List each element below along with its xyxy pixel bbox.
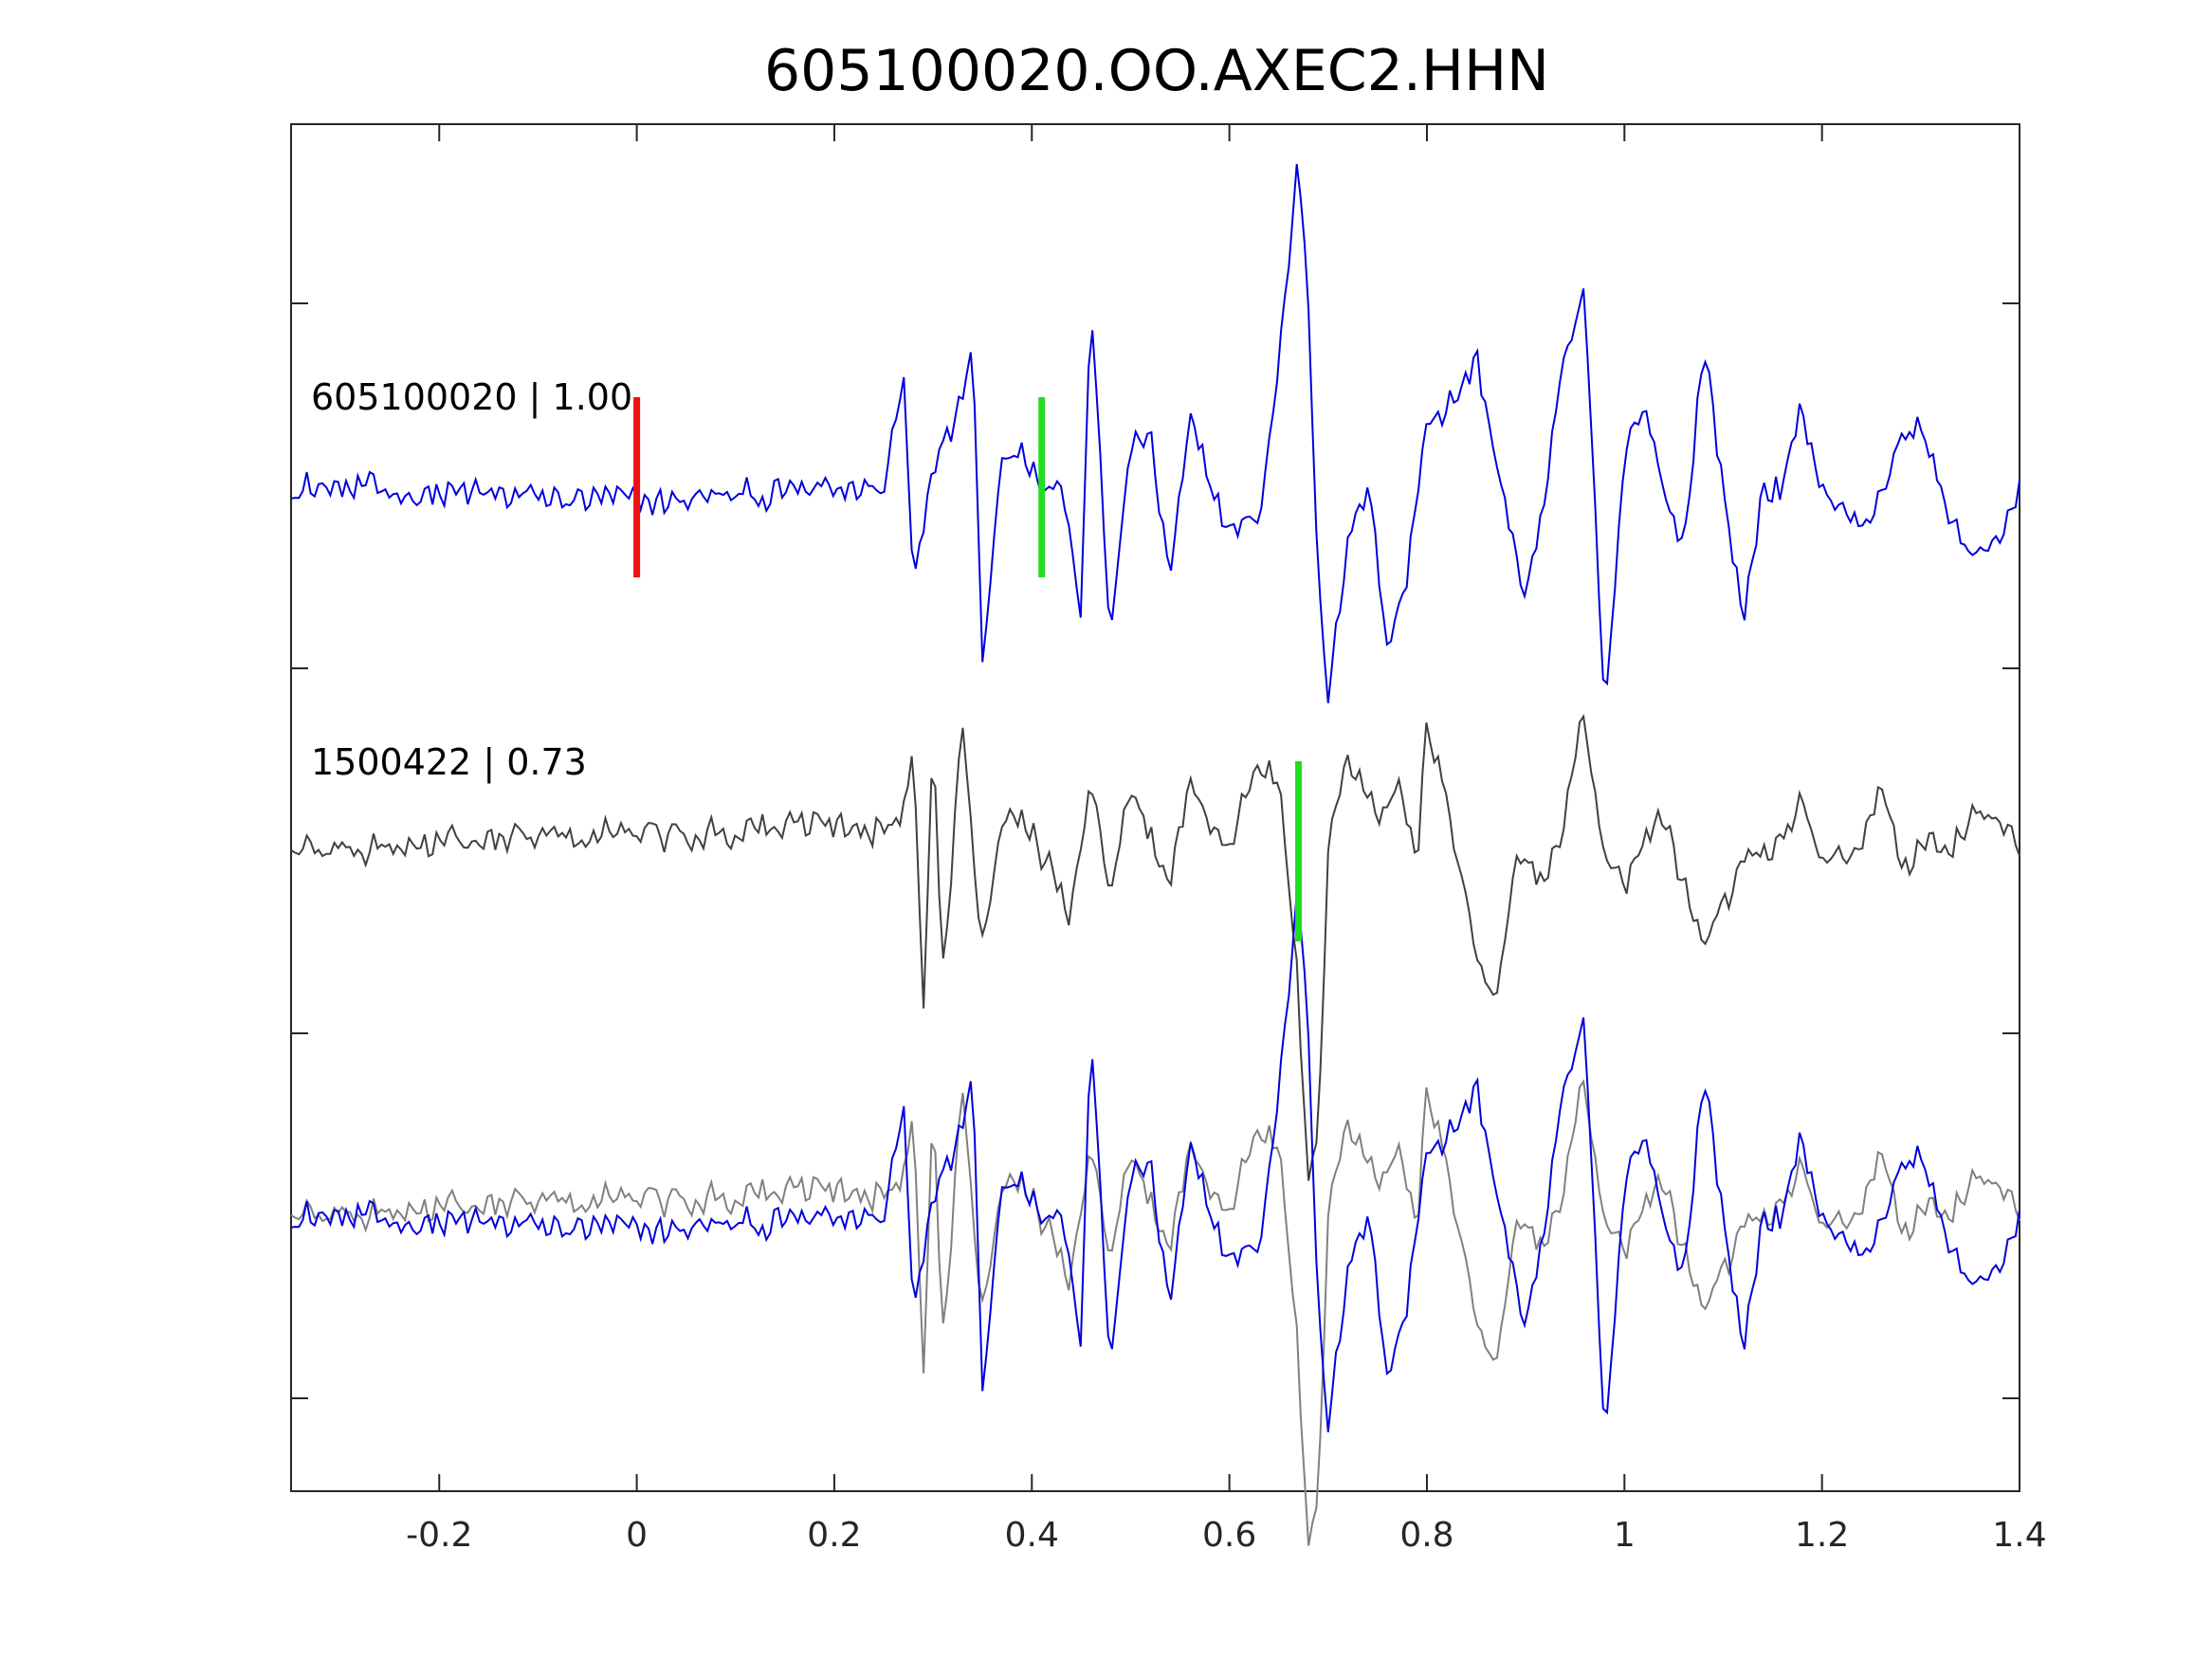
trace-label-upper: 605100020 | 1.00: [311, 376, 632, 419]
x-tick-label: 1.4: [1992, 1516, 2046, 1555]
x-tick-labels: -0.2 0 0.2 0.4 0.6 0.8 1 1.2 1.4: [406, 1516, 2047, 1555]
axis-ticks: [291, 124, 2020, 1491]
plot-frame: [290, 123, 2020, 1492]
x-tick-label: 1.2: [1795, 1516, 1849, 1555]
phase-picks: [633, 397, 1303, 941]
x-tick-label: 0.4: [1005, 1516, 1059, 1555]
trace-upper-line: [290, 163, 2020, 703]
x-tick-label: 0: [626, 1516, 648, 1555]
x-tick-label: 1: [1614, 1516, 1636, 1555]
overlay-gray-line: [290, 1078, 2020, 1546]
trace-label-lower: 1500422 | 0.73: [311, 741, 587, 784]
x-tick-label: -0.2: [406, 1516, 472, 1555]
overlay-blue-line: [290, 892, 2020, 1432]
trace-lower-line: [290, 713, 2020, 1181]
waveform-traces: [290, 163, 2020, 1546]
x-tick-label: 0.6: [1202, 1516, 1256, 1555]
x-tick-label: 0.8: [1399, 1516, 1453, 1555]
x-tick-label: 0.2: [807, 1516, 861, 1555]
chart-title: 605100020.OO.AXEC2.HHN: [764, 38, 1549, 104]
